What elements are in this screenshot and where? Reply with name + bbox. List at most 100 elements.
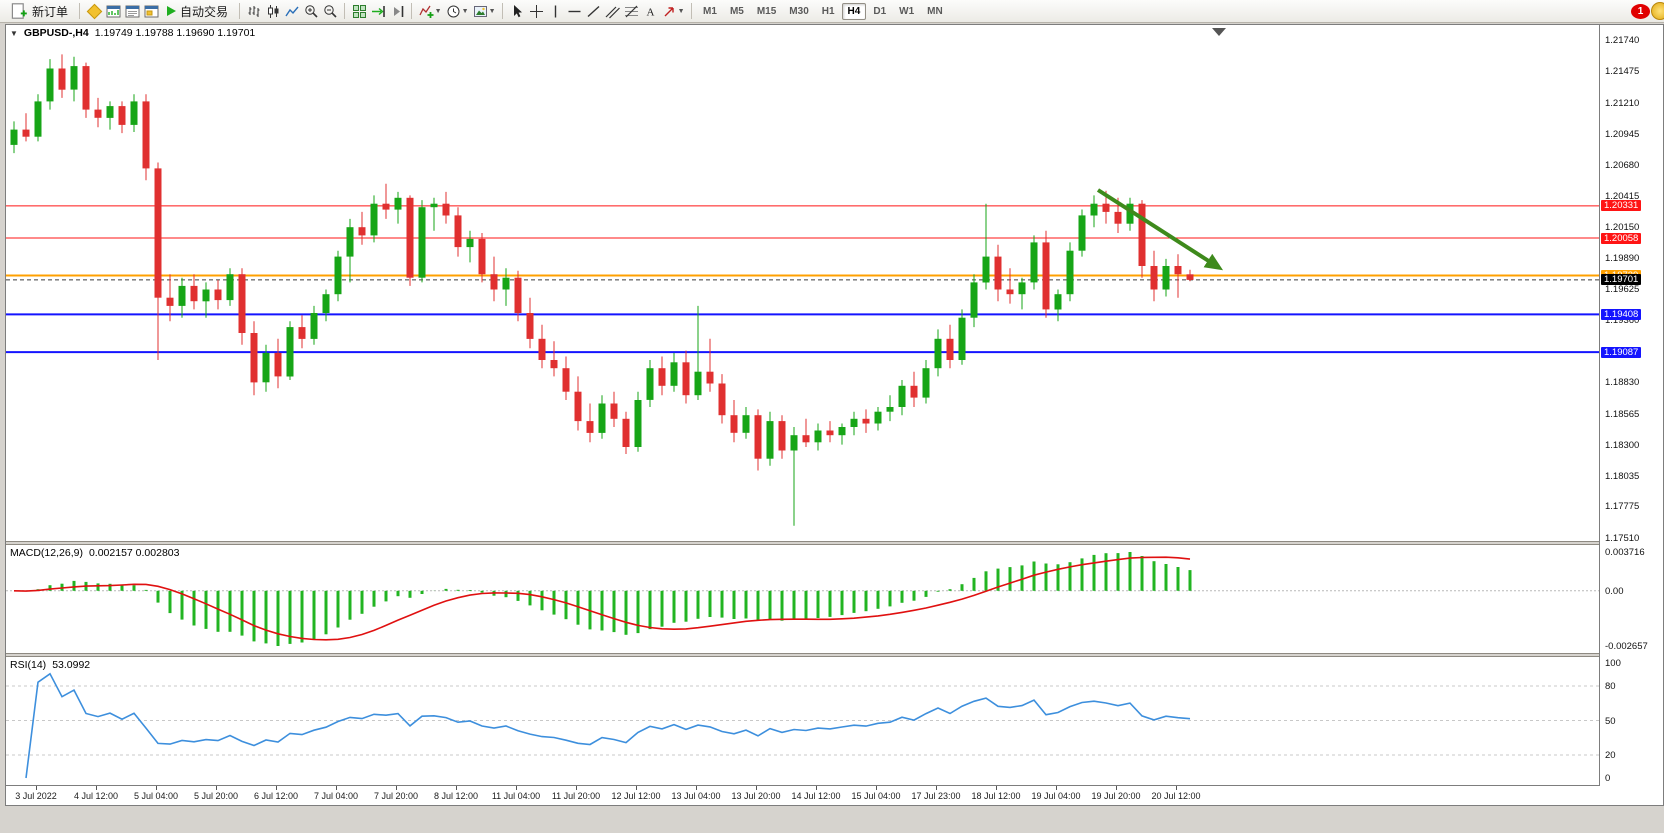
price-axis-label: 1.20150 bbox=[1605, 222, 1640, 234]
price-line-tag: 1.20331 bbox=[1601, 200, 1642, 212]
timeframe-group: M1 M5 M15 M30 H1 H4 D1 W1 MN bbox=[697, 2, 949, 20]
price-line-tag: 1.20058 bbox=[1601, 232, 1642, 244]
trendline-icon[interactable] bbox=[584, 2, 602, 20]
timeframe-button-m30[interactable]: M30 bbox=[789, 5, 809, 17]
new-order-label: 新订单 bbox=[32, 4, 69, 19]
price-axis-label: 1.18830 bbox=[1605, 377, 1640, 389]
rsi-axis-label: 50 bbox=[1605, 715, 1616, 727]
price-axis-label: 1.21210 bbox=[1605, 97, 1640, 109]
rsi-label: RSI(14) bbox=[10, 659, 47, 671]
vertical-line-icon[interactable] bbox=[546, 2, 564, 20]
candlestick-chart-icon[interactable] bbox=[264, 2, 282, 20]
chart-ohlc-values: 1.19749 1.19788 1.19690 1.19701 bbox=[94, 27, 256, 39]
timeframe-button-m1[interactable]: M1 bbox=[703, 5, 717, 17]
time-axis-tick bbox=[336, 786, 337, 790]
macd-header: MACD(12,26,9) 0.002157 0.002803 bbox=[10, 547, 179, 559]
toolbar-separator bbox=[411, 3, 413, 19]
time-axis-tick bbox=[396, 786, 397, 790]
autotrade-button[interactable]: 自动交易 bbox=[161, 1, 234, 22]
pane-splitter[interactable] bbox=[6, 541, 1600, 545]
time-axis-label: 5 Jul 20:00 bbox=[193, 791, 239, 801]
price-axis-label: 1.19625 bbox=[1605, 283, 1640, 295]
pane-splitter[interactable] bbox=[6, 653, 1600, 657]
templates-icon[interactable]: ▼ bbox=[471, 2, 497, 20]
indicators-icon[interactable]: ▼ bbox=[417, 2, 443, 20]
time-axis-label: 12 Jul 12:00 bbox=[611, 791, 661, 801]
timeframe-button-h4[interactable]: H4 bbox=[841, 2, 867, 20]
channel-icon[interactable] bbox=[603, 2, 621, 20]
navigator-icon[interactable] bbox=[142, 2, 160, 20]
zoom-in-icon[interactable] bbox=[302, 2, 320, 20]
arrows-icon[interactable]: ▼ bbox=[660, 2, 686, 20]
timeframe-button-m5[interactable]: M5 bbox=[729, 5, 744, 17]
macd-chart bbox=[6, 552, 1600, 646]
market-watch-icon[interactable] bbox=[104, 2, 122, 20]
time-axis-label: 7 Jul 04:00 bbox=[313, 791, 359, 801]
tile-windows-icon[interactable] bbox=[350, 2, 368, 20]
autotrade-play-icon bbox=[167, 6, 177, 16]
time-axis-tick bbox=[1176, 786, 1177, 790]
auto-scroll-icon[interactable] bbox=[369, 2, 387, 20]
time-axis[interactable]: 3 Jul 2022 4 Jul 12:00 5 Jul 04:00 5 Jul 20… bbox=[6, 785, 1600, 805]
svg-text:A: A bbox=[646, 6, 654, 18]
time-axis-label: 11 Jul 20:00 bbox=[551, 791, 601, 801]
cursor-icon[interactable] bbox=[508, 2, 526, 20]
chart-shift-icon[interactable] bbox=[388, 2, 406, 20]
time-axis-tick bbox=[636, 786, 637, 790]
macd-pane[interactable]: MACD(12,26,9) 0.002157 0.002803 bbox=[6, 545, 1600, 653]
community-icon[interactable] bbox=[1651, 2, 1664, 20]
price-axis-label: 1.18300 bbox=[1605, 439, 1640, 451]
horizontal-line-icon[interactable] bbox=[565, 2, 583, 20]
time-axis-label: 6 Jul 12:00 bbox=[253, 791, 299, 801]
timeframe-button-m15[interactable]: M15 bbox=[756, 5, 777, 17]
notification-badge[interactable]: 1 bbox=[1631, 3, 1650, 19]
price-axis-label: 1.21475 bbox=[1605, 66, 1640, 78]
time-axis-tick bbox=[756, 786, 757, 790]
chart-ohlc-header: ▼ GBPUSD-,H4 1.19749 1.19788 1.19690 1.1… bbox=[10, 27, 255, 39]
time-axis-label: 13 Jul 04:00 bbox=[671, 791, 721, 801]
price-axis-label: 1.20945 bbox=[1605, 128, 1640, 140]
time-axis-label: 17 Jul 23:00 bbox=[911, 791, 961, 801]
line-chart-icon[interactable] bbox=[283, 2, 301, 20]
chart-symbol-period: GBPUSD-,H4 bbox=[23, 27, 89, 39]
time-axis-tick bbox=[576, 786, 577, 790]
time-axis-label: 8 Jul 12:00 bbox=[433, 791, 479, 801]
bar-chart-icon[interactable] bbox=[245, 2, 263, 20]
price-line-tag: 1.19408 bbox=[1601, 308, 1642, 320]
fibonacci-icon[interactable] bbox=[622, 2, 640, 20]
time-axis-label: 11 Jul 04:00 bbox=[491, 791, 541, 801]
periods-icon[interactable]: ▼ bbox=[444, 2, 470, 20]
time-axis-tick bbox=[516, 786, 517, 790]
text-icon[interactable]: A bbox=[641, 2, 659, 20]
rsi-pane[interactable]: RSI(14) 53.0992 bbox=[6, 657, 1600, 785]
autotrade-label: 自动交易 bbox=[180, 4, 229, 19]
macd-label: MACD(12,26,9) bbox=[10, 547, 83, 559]
price-axis-label: 1.20680 bbox=[1605, 159, 1640, 171]
price-pane[interactable]: ▼ GBPUSD-,H4 1.19749 1.19788 1.19690 1.1… bbox=[6, 25, 1600, 541]
chart-window[interactable]: ▼ GBPUSD-,H4 1.19749 1.19788 1.19690 1.1… bbox=[5, 24, 1664, 806]
crosshair-icon[interactable] bbox=[527, 2, 545, 20]
rsi-axis-label: 100 bbox=[1605, 658, 1621, 669]
chart-plot: ▼ GBPUSD-,H4 1.19749 1.19788 1.19690 1.1… bbox=[6, 25, 1600, 805]
new-order-button[interactable]: 新订单 bbox=[4, 0, 74, 22]
price-axis-label: 1.18035 bbox=[1605, 470, 1640, 482]
timeframe-button-mn[interactable]: MN bbox=[927, 5, 943, 17]
time-axis-label: 7 Jul 20:00 bbox=[373, 791, 419, 801]
timeframe-button-w1[interactable]: W1 bbox=[899, 5, 915, 17]
rsi-axis-label: 80 bbox=[1605, 681, 1616, 692]
chart-dropdown-icon[interactable]: ▼ bbox=[10, 28, 18, 38]
macd-values: 0.002157 0.002803 bbox=[88, 547, 180, 559]
timeframe-button-d1[interactable]: D1 bbox=[873, 5, 887, 17]
time-axis-tick bbox=[156, 786, 157, 790]
time-axis-label: 19 Jul 20:00 bbox=[1091, 791, 1141, 801]
time-axis-label: 13 Jul 20:00 bbox=[731, 791, 781, 801]
toolbar-separator bbox=[691, 3, 693, 19]
time-axis-tick bbox=[816, 786, 817, 790]
price-axis[interactable]: 1.21740 1.21475 1.21210 1.20945 1.20680 1.204… bbox=[1599, 25, 1663, 785]
zoom-out-icon[interactable] bbox=[321, 2, 339, 20]
symbols-icon[interactable] bbox=[85, 2, 103, 20]
time-axis-tick bbox=[696, 786, 697, 790]
macd-axis-label: -0.002657 bbox=[1605, 641, 1648, 652]
timeframe-button-h1[interactable]: H1 bbox=[821, 5, 835, 17]
data-window-icon[interactable] bbox=[123, 2, 141, 20]
